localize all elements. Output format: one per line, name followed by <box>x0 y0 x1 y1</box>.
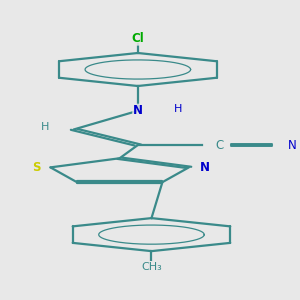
Text: Cl: Cl <box>131 32 144 45</box>
Text: C: C <box>215 139 224 152</box>
Text: CH₃: CH₃ <box>141 262 162 272</box>
Text: N: N <box>200 161 210 174</box>
Text: H: H <box>40 122 49 132</box>
Text: S: S <box>32 161 41 174</box>
Text: N: N <box>288 139 297 152</box>
Text: H: H <box>174 104 183 114</box>
Text: N: N <box>133 104 143 117</box>
